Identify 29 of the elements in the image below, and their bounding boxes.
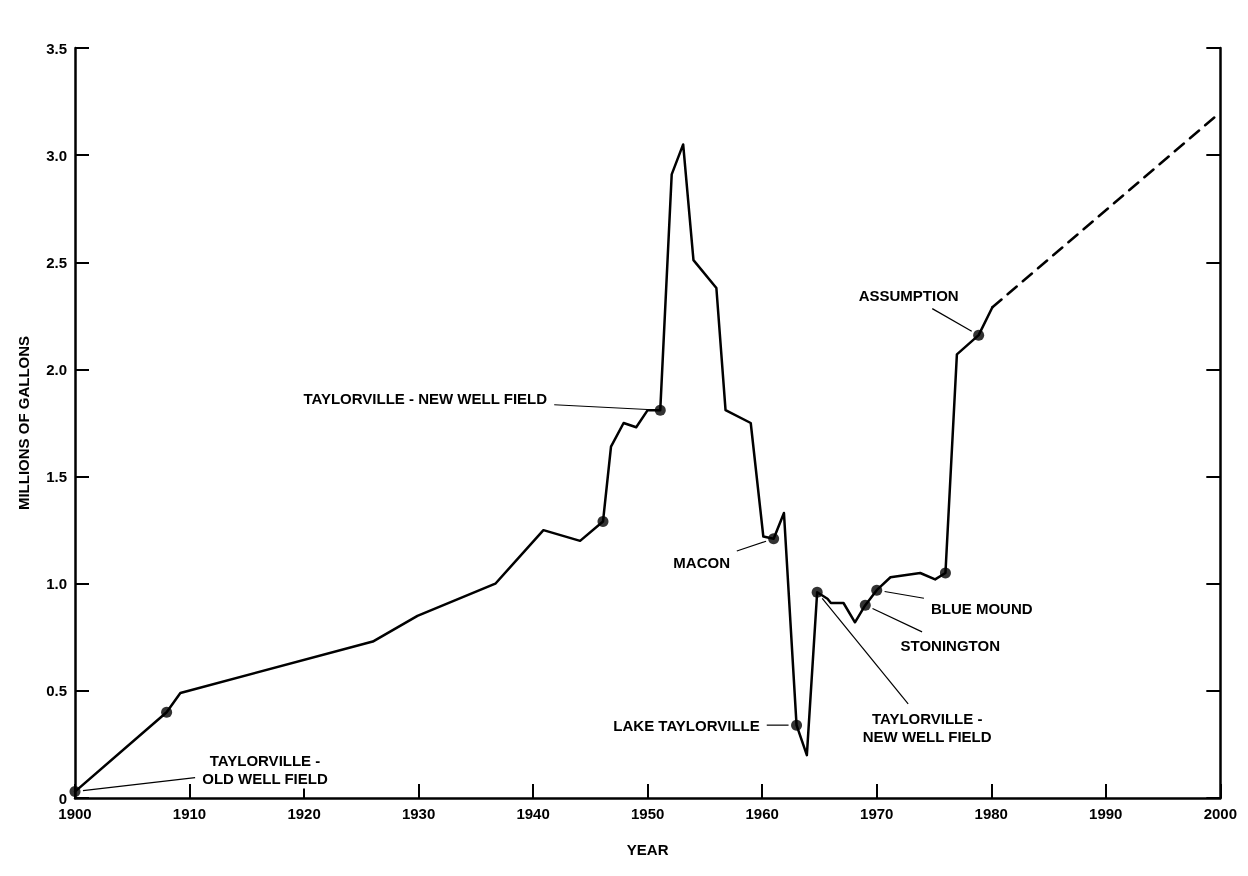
x-tick-label: 1940 <box>516 805 550 822</box>
x-tick-label: 1900 <box>58 805 92 822</box>
x-tick-label: 1980 <box>974 805 1008 822</box>
x-tick-label: 1920 <box>287 805 321 822</box>
annotation: ASSUMPTION <box>858 286 959 304</box>
x-tick-label: 1930 <box>401 805 436 822</box>
annotation: STONINGTON <box>900 636 1000 654</box>
x-tick-label: 1910 <box>172 805 207 822</box>
x-tick-label: 1970 <box>860 805 894 822</box>
y-tick-label: 0 <box>58 789 67 807</box>
annotation: BLUE MOUND <box>930 599 1033 617</box>
x-tick-label: 1950 <box>630 805 665 822</box>
y-tick-label: 3.5 <box>46 39 67 57</box>
y-axis-title: MILLIONS OF GALLONS <box>15 335 32 511</box>
annotation: LAKE TAYLORVILLE <box>613 716 760 734</box>
y-tick-label: 1.0 <box>46 575 67 593</box>
y-tick-label: 3.0 <box>46 146 67 164</box>
x-tick-label: 1990 <box>1089 805 1123 822</box>
annotation: TAYLORVILLE - NEW WELL FIELD <box>862 709 992 745</box>
x-axis-title: YEAR <box>626 841 669 858</box>
annotation: MACON <box>673 554 730 572</box>
y-tick-label: 2.0 <box>46 360 67 378</box>
y-tick-label: 1.5 <box>46 468 67 486</box>
annotation: TAYLORVILLE - NEW WELL FIELD <box>303 389 548 407</box>
x-tick-label: 1960 <box>745 805 779 822</box>
x-tick-label: 2000 <box>1203 805 1237 822</box>
annotation: TAYLORVILLE - OLD WELL FIELD <box>202 752 328 788</box>
y-tick-label: 0.5 <box>46 682 67 700</box>
y-tick-label: 2.5 <box>46 253 67 271</box>
